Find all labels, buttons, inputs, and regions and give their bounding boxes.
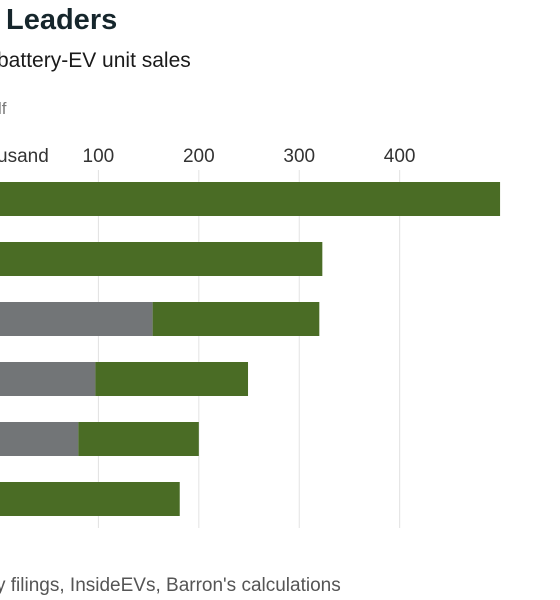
bars [0, 182, 501, 516]
x-tick-label-400: 400 [384, 146, 416, 167]
bar-row1-seg2 [0, 182, 501, 216]
chart-subtitle: battery-EV unit sales [0, 49, 191, 72]
gridlines [97, 170, 401, 528]
bar-row5-seg2 [78, 422, 199, 456]
bar-row3-seg1 [0, 302, 153, 336]
bar-row6-seg2 [0, 482, 180, 516]
x-tick-label-100: 100 [83, 146, 115, 167]
bar-row3-seg2 [152, 302, 320, 336]
chart-title: Leaders [6, 4, 118, 36]
legend-label: lf [0, 99, 7, 118]
bar-row4-seg2 [95, 362, 249, 396]
x-tick-label-300: 300 [283, 146, 315, 167]
bar-row5-seg1 [0, 422, 79, 456]
x-axis-ticks: usand 100 200 300 400 [0, 146, 416, 167]
bar-row2-seg2 [0, 242, 323, 276]
source-note: y filings, InsideEVs, Barron's calculati… [0, 575, 341, 596]
x-axis-unit-label: usand [0, 146, 49, 167]
x-tick-label-200: 200 [183, 146, 215, 167]
bar-row4-seg1 [0, 362, 96, 396]
